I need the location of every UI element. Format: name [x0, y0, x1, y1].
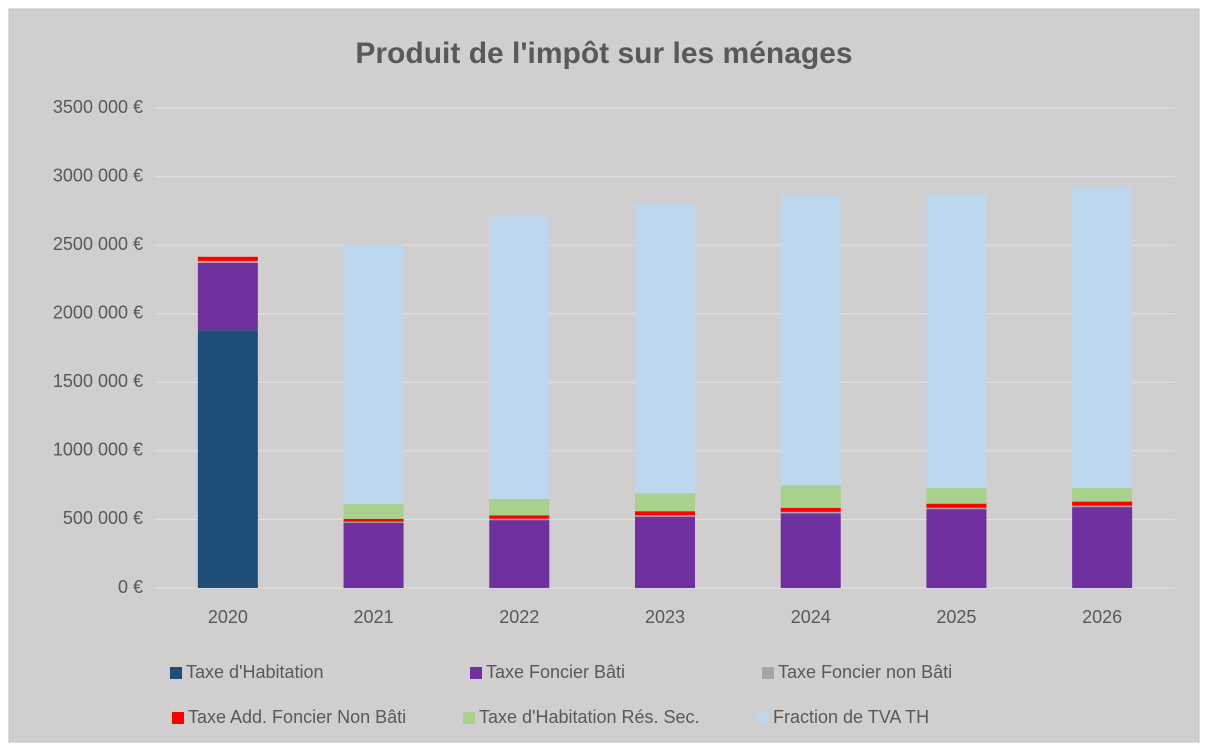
legend-swatch: [470, 667, 482, 679]
bar-segment: [926, 507, 987, 510]
legend-swatch: [757, 712, 769, 724]
bar-segment: [635, 516, 695, 588]
bar-segment: [635, 515, 695, 517]
bar-segment: [197, 260, 258, 263]
bar-segment: [780, 511, 841, 514]
x-tick-label: 2023: [645, 607, 685, 627]
y-tick-label: 1500 000 €: [53, 371, 143, 391]
y-tick-label: 2500 000 €: [53, 234, 143, 254]
legend-label: Taxe d'Habitation: [186, 662, 324, 682]
bar-segment: [1072, 501, 1133, 506]
bar-segment: [489, 518, 550, 521]
y-tick-label: 0 €: [118, 577, 143, 597]
bar-segment: [780, 485, 841, 508]
y-tick-label: 3500 000 €: [53, 97, 143, 117]
y-tick-label: 500 000 €: [63, 508, 143, 528]
legend-swatch: [172, 712, 184, 724]
bar-segment: [197, 256, 258, 261]
y-tick-label: 1000 000 €: [53, 440, 143, 460]
y-tick-label: 2000 000 €: [53, 302, 143, 322]
legend-swatch: [170, 667, 182, 679]
bar-segment: [635, 511, 695, 516]
bar-segment: [780, 513, 841, 588]
bar-segment: [343, 521, 404, 523]
bar-segment: [1072, 186, 1133, 488]
legend-label: Taxe d'Habitation Rés. Sec.: [479, 707, 700, 727]
bar-segment: [1072, 507, 1133, 588]
x-tick-label: 2021: [354, 607, 394, 627]
bar-segment: [926, 487, 987, 504]
bar-segment: [489, 515, 550, 519]
x-tick-label: 2020: [208, 607, 248, 627]
bar-segment: [343, 518, 404, 522]
legend-label: Taxe Foncier Bâti: [486, 662, 625, 682]
bar-segment: [1072, 487, 1133, 502]
bar-segment: [780, 195, 841, 486]
bar-segment: [635, 493, 695, 512]
bar-segment: [489, 216, 550, 499]
y-tick-label: 3000 000 €: [53, 165, 143, 185]
bar-segment: [489, 520, 550, 588]
legend-label: Taxe Foncier non Bâti: [778, 662, 952, 682]
chart-background: [8, 8, 1200, 743]
x-tick-label: 2024: [791, 607, 831, 627]
bar-segment: [926, 509, 987, 588]
chart-title: Produit de l'impôt sur les ménages: [355, 37, 852, 70]
x-tick-label: 2022: [499, 607, 539, 627]
x-tick-label: 2025: [936, 607, 976, 627]
legend-swatch: [762, 667, 774, 679]
legend-label: Fraction de TVA TH: [773, 707, 929, 727]
legend-label: Taxe Add. Foncier Non Bâti: [188, 707, 406, 727]
bar-segment: [489, 498, 550, 516]
bar-segment: [635, 204, 695, 494]
bar-segment: [780, 507, 841, 512]
bar-segment: [197, 262, 258, 331]
bar-segment: [197, 330, 258, 588]
bar-segment: [343, 503, 404, 519]
bar-segment: [343, 244, 404, 504]
bar-segment: [1072, 505, 1133, 508]
bar-segment: [926, 503, 987, 508]
bar-segment: [926, 194, 987, 488]
bar-segment: [343, 522, 404, 588]
legend-swatch: [463, 712, 475, 724]
x-tick-label: 2026: [1082, 607, 1122, 627]
